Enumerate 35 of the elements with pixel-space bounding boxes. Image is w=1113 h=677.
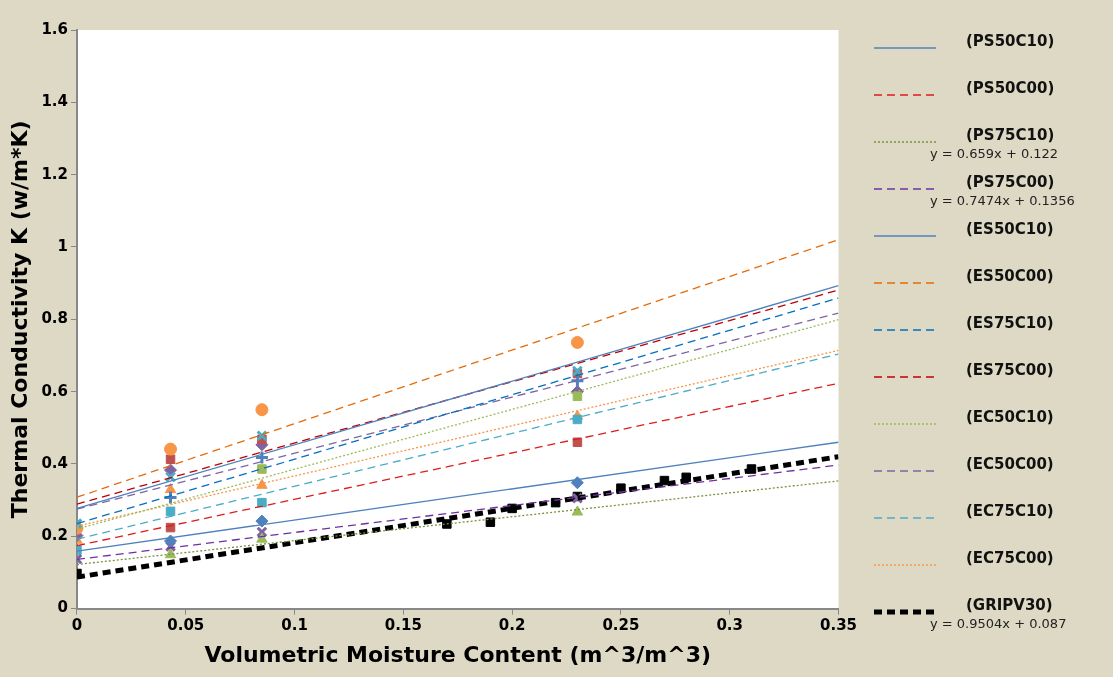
legend-label: (PS75C00) bbox=[966, 173, 1055, 191]
y-axis-title: Thermal Conductivity K (w/m*K) bbox=[6, 120, 32, 519]
x-tick-label: 0.35 bbox=[819, 616, 857, 635]
text: y = 0.7474x + 0.1356 bbox=[930, 193, 1075, 208]
legend-label: (ES50C10) bbox=[966, 220, 1054, 238]
x-tick-label: 0.15 bbox=[384, 616, 422, 635]
y-tick-label: 1.2 bbox=[41, 164, 68, 183]
x-tick-label: 0.2 bbox=[498, 616, 526, 635]
legend-label: (PS50C00) bbox=[966, 79, 1055, 97]
y-tick-label: 1.6 bbox=[41, 19, 68, 38]
y-tick-label: 0 bbox=[57, 598, 68, 617]
y-tick-label: 0.4 bbox=[41, 453, 68, 472]
text: y = 0.659x + 0.122 bbox=[930, 146, 1059, 161]
x-tick-label: 0.25 bbox=[602, 616, 640, 635]
x-tick-label: 0.3 bbox=[716, 616, 743, 635]
x-tick-label: 0.05 bbox=[167, 616, 205, 635]
legend-label: (ES75C10) bbox=[966, 314, 1054, 332]
y-tick-label: 1.4 bbox=[41, 92, 68, 111]
y-tick-label: 0.6 bbox=[41, 381, 68, 400]
y-tick-label: 0.8 bbox=[41, 309, 68, 328]
legend-label: (EC75C00) bbox=[966, 549, 1054, 567]
x-tick-label: 0.1 bbox=[281, 616, 308, 635]
legend-label: (EC50C00) bbox=[966, 455, 1054, 473]
legend-label: (GRIPV30) bbox=[966, 596, 1053, 614]
y-tick-label: 0.2 bbox=[41, 526, 68, 545]
legend-label: (PS75C10) bbox=[966, 126, 1055, 144]
legend-label: (ES50C00) bbox=[966, 267, 1054, 285]
legend-label: (ES75C00) bbox=[966, 361, 1054, 379]
legend-label: (PS50C10) bbox=[966, 32, 1055, 50]
y-tick-label: 1 bbox=[57, 236, 68, 255]
legend-label: (EC75C10) bbox=[966, 502, 1054, 520]
x-tick-label: 0 bbox=[71, 616, 83, 635]
legend-label: (EC50C10) bbox=[966, 408, 1054, 426]
text: y = 0.9504x + 0.087 bbox=[930, 616, 1067, 631]
x-axis-title: Volumetric Moisture Content (m^3/m^3) bbox=[204, 641, 711, 667]
